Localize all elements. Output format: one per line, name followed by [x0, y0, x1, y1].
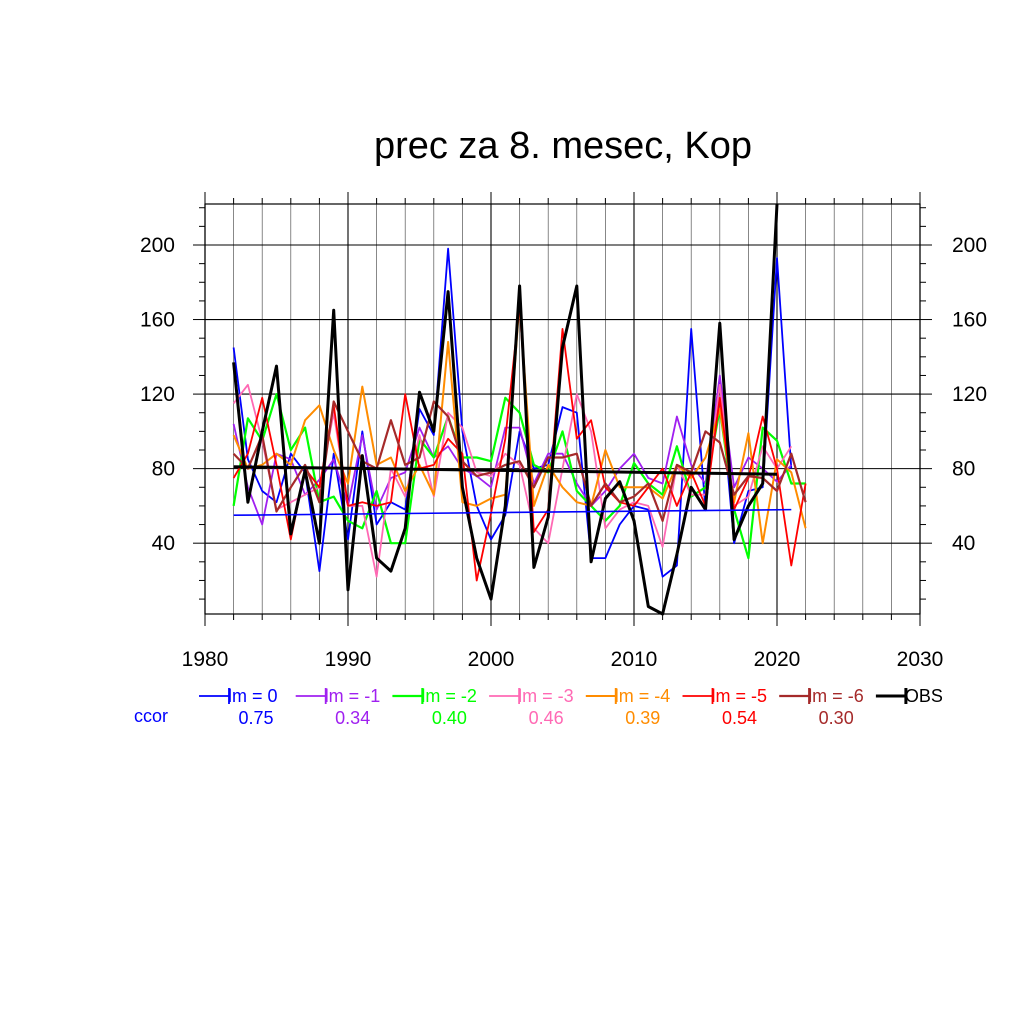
ccor-value-1: 0.34 [335, 708, 370, 728]
x-tick-label: 2010 [611, 648, 658, 671]
y-tick-label-left: 200 [140, 234, 175, 257]
ccor-value-4: 0.39 [625, 708, 660, 728]
y-tick-label-right: 80 [952, 458, 975, 481]
y-tick-label-left: 80 [152, 458, 175, 481]
series-line-7 [232, 203, 779, 616]
plot-frame [204, 203, 921, 615]
x-tick-label: 2020 [754, 648, 801, 671]
x-tick-label: 1980 [182, 648, 229, 671]
ccor-value-0: 0.75 [238, 708, 273, 728]
y-tick-label-left: 120 [140, 383, 175, 406]
legend-label-5: lm = -5 [712, 686, 768, 706]
legend-label-7: OBS [905, 686, 943, 706]
legend-label-1: lm = -1 [325, 686, 381, 706]
ccor-value-2: 0.40 [432, 708, 467, 728]
x-tick-label: 2030 [897, 648, 944, 671]
legend-label-6: lm = -6 [808, 686, 864, 706]
ccor-label: ccor [134, 706, 168, 726]
ccor-value-3: 0.46 [529, 708, 564, 728]
grid [204, 204, 921, 614]
y-tick-label-right: 120 [952, 383, 987, 406]
legend-label-2: lm = -2 [421, 686, 477, 706]
y-tick-label-right: 40 [952, 532, 975, 555]
series-line-0 [232, 247, 793, 578]
chart-title: prec za 8. mesec, Kop [374, 125, 752, 167]
legend-label-4: lm = -4 [615, 686, 671, 706]
y-tick-label-right: 160 [952, 309, 987, 332]
x-tick-label: 1990 [325, 648, 372, 671]
legend-label-3: lm = -3 [518, 686, 574, 706]
x-tick-label: 2000 [468, 648, 515, 671]
ccor-value-5: 0.54 [722, 708, 757, 728]
legend-label-0: lm = 0 [228, 686, 278, 706]
y-tick-label-left: 160 [140, 309, 175, 332]
plot-area [232, 203, 807, 616]
ccor-value-6: 0.30 [819, 708, 854, 728]
trend-line-0 [233, 508, 792, 517]
axis-ticks: 1980 1990 2000 2010 2020 2030 40 40 80 80 120 120 16… [140, 192, 987, 671]
trend-line-7 [233, 465, 778, 476]
y-tick-label-right: 200 [952, 234, 987, 257]
y-tick-label-left: 40 [152, 532, 175, 555]
